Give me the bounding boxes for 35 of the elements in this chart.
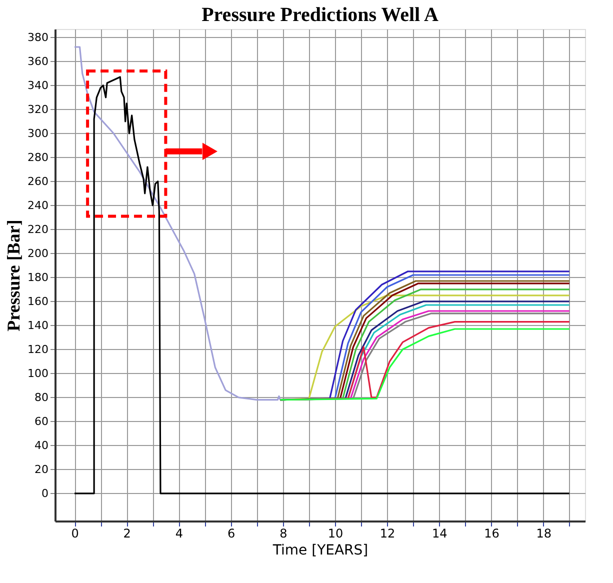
y-tick-label: 340 — [28, 78, 48, 92]
y-tick-label: 100 — [28, 366, 48, 380]
x-axis-title: Time [YEARS] — [272, 542, 368, 558]
y-tick-label: 140 — [28, 318, 48, 332]
y-tick-label: 20 — [34, 462, 48, 476]
y-axis-title: Pressure [Bar] — [4, 220, 24, 332]
line-series — [74, 76, 570, 494]
line-series — [74, 46, 282, 401]
x-tick-label: 6 — [227, 526, 236, 540]
y-tick-label: 380 — [28, 30, 48, 44]
x-tick-label: 18 — [536, 526, 552, 540]
y-tick-label: 160 — [28, 294, 48, 308]
y-tick-label: 300 — [28, 126, 48, 140]
y-tick-label: 320 — [28, 102, 48, 116]
x-tick-label: 12 — [380, 526, 396, 540]
y-tick-label: 0 — [42, 486, 48, 500]
y-tick-label: 360 — [28, 54, 48, 68]
x-tick-label: 0 — [71, 526, 79, 540]
x-tick-label: 16 — [484, 526, 500, 540]
x-tick-label: 14 — [432, 526, 448, 540]
y-tick-label: 260 — [28, 174, 48, 188]
y-tick-label: 240 — [28, 198, 48, 212]
y-tick-label: 280 — [28, 150, 48, 164]
y-tick-label: 220 — [28, 222, 48, 236]
x-tick-label: 10 — [328, 526, 344, 540]
chart-title: Pressure Predictions Well A — [202, 4, 439, 26]
x-tick-label: 2 — [123, 526, 131, 540]
x-tick-label: 4 — [175, 526, 184, 540]
x-tick-label: 8 — [280, 526, 288, 540]
y-tick-label: 200 — [28, 246, 48, 260]
y-tick-label: 180 — [28, 270, 48, 284]
y-tick-label: 120 — [28, 342, 48, 356]
y-tick-label: 60 — [34, 414, 48, 428]
y-tick-label: 40 — [34, 438, 48, 452]
y-tick-label: 80 — [34, 390, 48, 404]
